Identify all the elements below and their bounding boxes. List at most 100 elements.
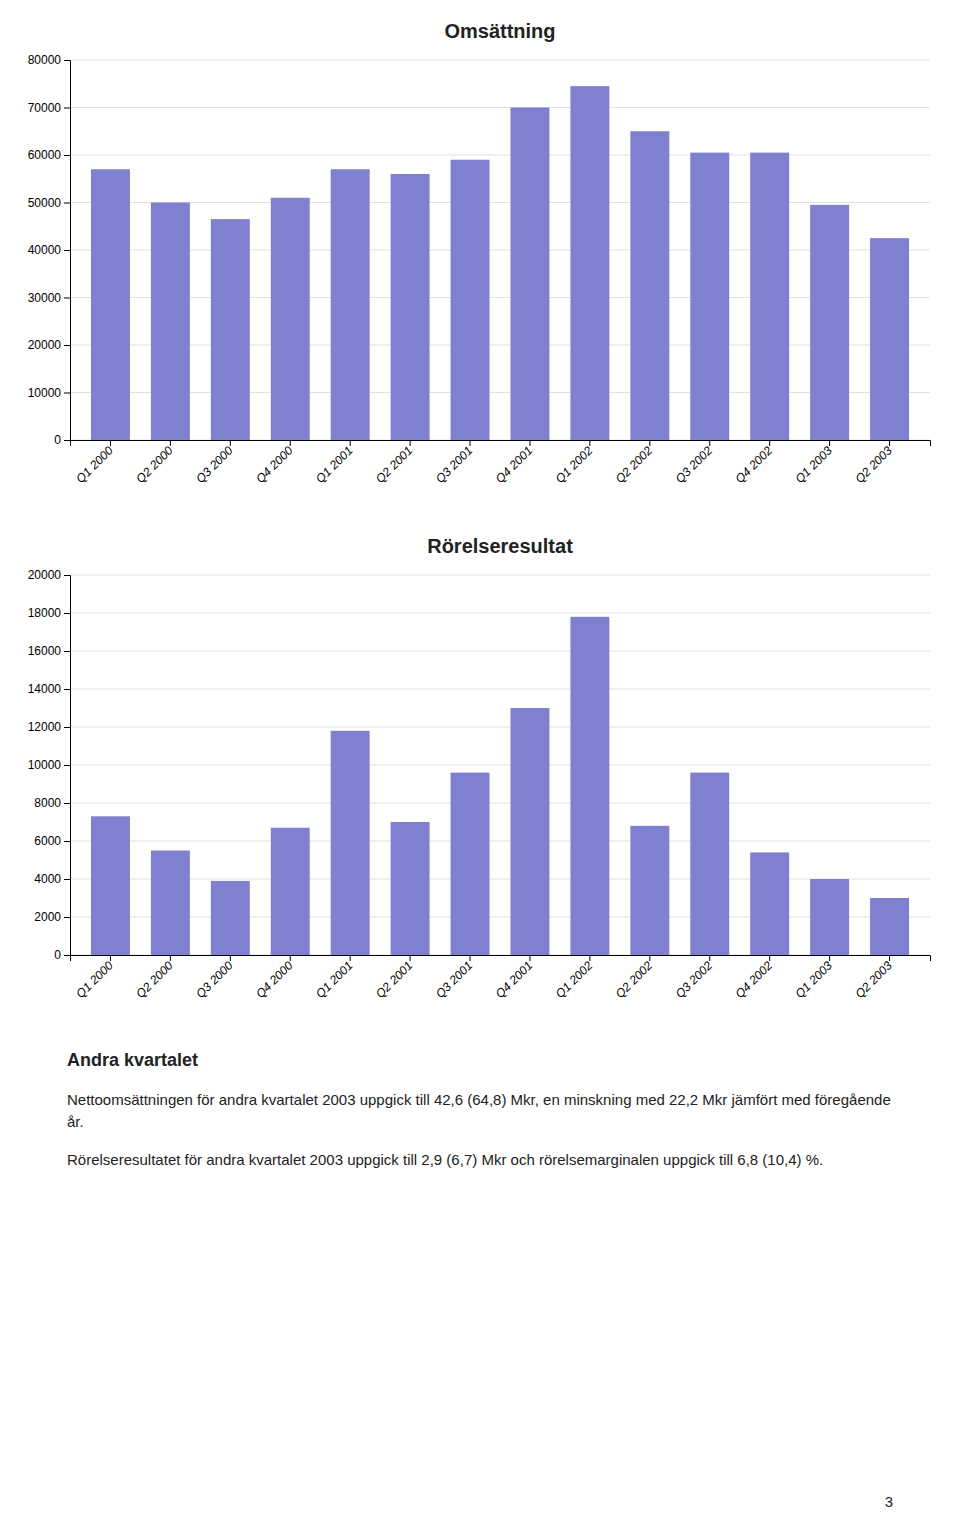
x-tick-mark — [529, 440, 530, 446]
y-tick-label: 30000 — [28, 291, 62, 305]
y-tick-mark — [64, 955, 70, 956]
bar — [91, 169, 130, 440]
chart-title: Omsättning — [444, 20, 555, 42]
y-tick: 70000 — [28, 101, 70, 115]
x-tick: Q4 2000 — [253, 440, 296, 486]
x-tick-mark — [290, 440, 291, 446]
x-tick-label: Q4 2001 — [493, 958, 535, 1000]
y-tick: 10000 — [28, 758, 70, 772]
x-axis-line — [71, 956, 931, 962]
x-tick-label: Q1 2000 — [73, 958, 116, 1001]
y-tick-mark — [64, 440, 70, 441]
y-tick-mark — [64, 841, 70, 842]
x-tick: Q3 2001 — [433, 440, 475, 486]
y-tick-label: 0 — [54, 433, 61, 447]
grid-line — [70, 727, 930, 728]
bar — [211, 219, 250, 440]
x-tick-label: Q4 2001 — [493, 443, 535, 485]
y-axis-line — [64, 61, 71, 441]
bar — [690, 773, 729, 955]
y-tick-label: 14000 — [28, 682, 62, 696]
y-tick-mark — [64, 575, 70, 576]
y-tick-label: 60000 — [28, 148, 62, 162]
y-tick-label: 50000 — [28, 196, 62, 210]
body-text: Rörelseresultatet för andra kvartalet 20… — [67, 1149, 893, 1171]
x-tick-label: Q3 2000 — [193, 958, 236, 1001]
chart-title: Rörelseresultat — [427, 535, 573, 557]
y-tick-mark — [64, 917, 70, 918]
y-tick: 30000 — [28, 291, 70, 305]
y-tick-mark — [64, 203, 70, 204]
bars — [91, 617, 909, 955]
x-tick-mark — [170, 440, 171, 446]
bar — [391, 174, 430, 440]
x-tick-label: Q4 2002 — [733, 443, 776, 486]
bar — [151, 851, 190, 956]
y-tick-label: 6000 — [34, 834, 61, 848]
y-tick: 6000 — [34, 834, 70, 848]
x-tick-mark — [769, 440, 770, 446]
x-tick-label: Q2 2001 — [373, 443, 415, 485]
x-tick: Q1 2000 — [73, 440, 116, 486]
x-tick-mark — [410, 955, 411, 961]
y-tick: 14000 — [28, 682, 70, 696]
y-axis-line — [64, 576, 71, 956]
x-tick: Q3 2002 — [673, 440, 716, 486]
bar — [870, 898, 909, 955]
bar — [510, 108, 549, 441]
x-axis: Q1 2000Q2 2000Q3 2000Q4 2000Q1 2001Q2 20… — [71, 955, 931, 1001]
x-tick: Q1 2003 — [792, 955, 835, 1001]
x-tick-mark — [170, 955, 171, 961]
y-tick: 60000 — [28, 148, 70, 162]
x-tick-label: Q3 2001 — [433, 443, 475, 485]
x-tick: Q1 2001 — [313, 955, 355, 1001]
x-tick-mark — [709, 440, 710, 446]
grid-line — [70, 392, 930, 393]
x-tick-label: Q3 2002 — [673, 443, 716, 486]
y-tick-mark — [64, 345, 70, 346]
x-tick-mark — [110, 955, 111, 961]
y-tick: 20000 — [28, 338, 70, 352]
x-tick-label: Q2 2002 — [613, 958, 656, 1001]
grid-line — [70, 107, 930, 108]
x-tick: Q2 2000 — [133, 440, 176, 486]
x-tick-mark — [350, 955, 351, 961]
bar — [750, 852, 789, 955]
x-tick: Q4 2001 — [493, 955, 535, 1001]
y-tick: 2000 — [34, 910, 70, 924]
bar — [91, 816, 130, 955]
x-tick: Q2 2003 — [852, 955, 895, 1001]
x-tick-label: Q1 2000 — [73, 443, 116, 486]
y-tick-label: 0 — [54, 948, 61, 962]
x-tick: Q3 2000 — [193, 955, 236, 1001]
grid-line — [70, 202, 930, 203]
x-tick-label: Q3 2002 — [673, 958, 716, 1001]
x-tick: Q1 2001 — [313, 440, 355, 486]
x-tick-mark — [230, 955, 231, 961]
x-tick: Q1 2003 — [792, 440, 835, 486]
x-tick-label: Q2 2002 — [613, 443, 656, 486]
y-tick-mark — [64, 727, 70, 728]
bar — [211, 881, 250, 955]
y-tick-mark — [64, 108, 70, 109]
bar — [870, 238, 909, 440]
y-tick-label: 10000 — [28, 386, 62, 400]
bar — [331, 169, 370, 440]
x-tick: Q4 2002 — [733, 955, 776, 1001]
x-tick: Q1 2000 — [73, 955, 116, 1001]
x-tick-label: Q1 2003 — [792, 958, 835, 1001]
x-tick-mark — [829, 440, 830, 446]
bar — [271, 198, 310, 440]
y-axis: 0200040006000800010000120001400016000180… — [28, 568, 71, 962]
x-tick: Q3 2002 — [673, 955, 716, 1001]
text-section: Andra kvartaletNettoomsättningen för and… — [67, 1050, 893, 1186]
grid-line — [70, 575, 930, 576]
grid-line — [70, 689, 930, 690]
x-tick-mark — [829, 955, 830, 961]
bar — [690, 153, 729, 440]
x-tick: Q2 2002 — [613, 955, 656, 1001]
y-tick: 80000 — [28, 53, 70, 67]
y-tick-label: 12000 — [28, 720, 62, 734]
x-tick-mark — [889, 955, 890, 961]
bar — [451, 773, 490, 955]
